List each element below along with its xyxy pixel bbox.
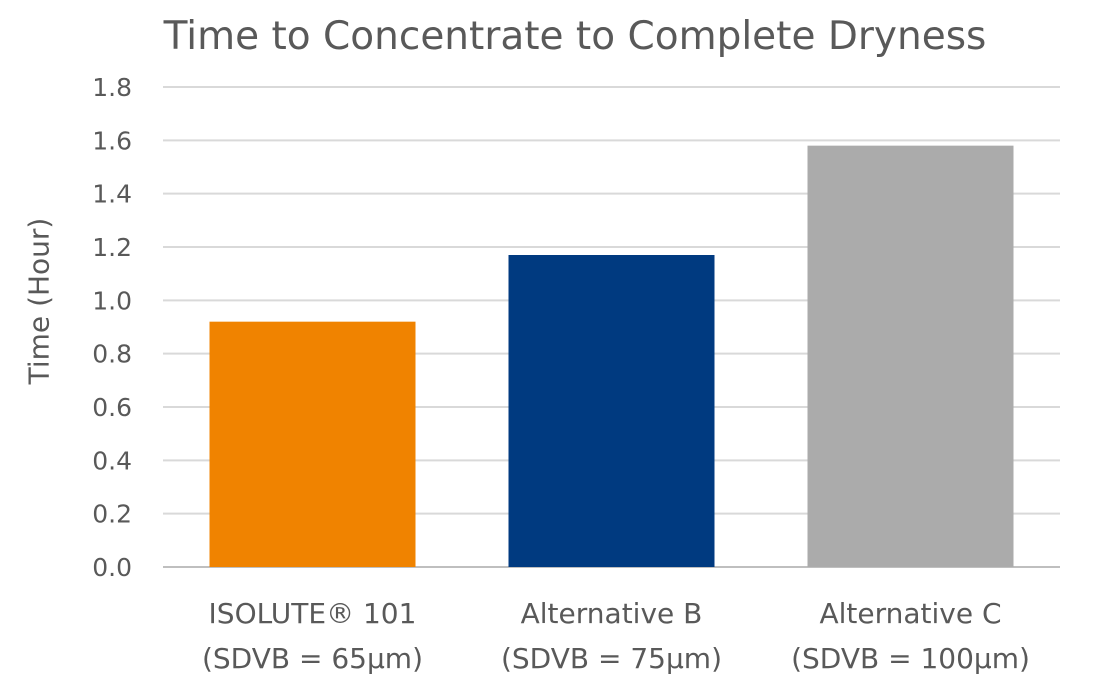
y-tick-label: 1.8	[92, 73, 132, 102]
x-tick-label-line1: ISOLUTE® 101	[209, 597, 417, 630]
y-tick-label: 0.2	[92, 500, 132, 529]
x-tick-label-line2: (SDVB = 75µm)	[501, 642, 722, 675]
y-axis-label: Time (Hour)	[22, 217, 56, 385]
y-tick-label: 1.0	[92, 286, 132, 315]
y-tick-label: 1.4	[92, 180, 132, 209]
y-tick-label: 0.4	[92, 446, 132, 475]
x-tick-label-line1: Alternative B	[521, 597, 703, 630]
y-tick-label: 1.2	[92, 233, 132, 262]
y-tick-label: 1.6	[92, 126, 132, 155]
bar	[209, 321, 416, 567]
x-tick-labels: ISOLUTE® 101 (SDVB = 65µm) Alternative B (S…	[202, 597, 1030, 675]
bar	[807, 145, 1014, 567]
bar	[508, 255, 715, 567]
x-tick-label-line2: (SDVB = 65µm)	[202, 642, 423, 675]
bars	[209, 145, 1014, 567]
y-tick-label: 0.8	[92, 340, 132, 369]
chart-title: Time to Concentrate to Complete Dryness	[163, 14, 987, 59]
y-tick-label: 0.6	[92, 393, 132, 422]
y-tick-labels: 0.0 0.2 0.4 0.6 0.8 1.0 1.2 1.4 1.6 1.8	[92, 73, 132, 582]
x-tick-label-line1: Alternative C	[819, 597, 1001, 630]
y-tick-label: 0.0	[92, 553, 132, 582]
x-tick-label-line2: (SDVB = 100µm)	[791, 642, 1030, 675]
